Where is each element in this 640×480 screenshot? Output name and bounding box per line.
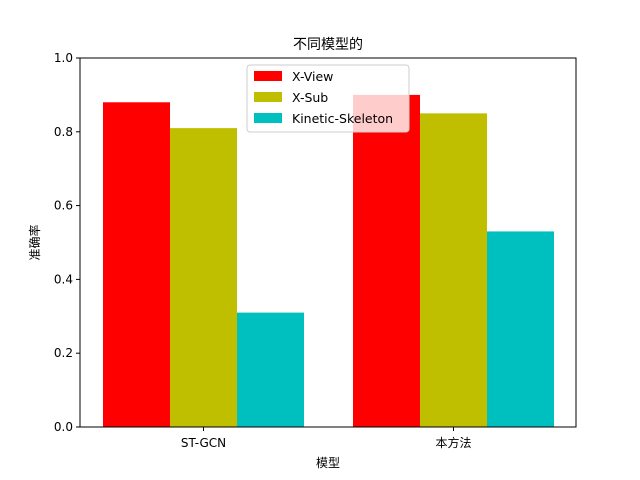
y-axis: 0.0 0.2 0.4 0.6 0.8 1.0 [54,51,80,434]
y-tick-label: 0.8 [54,125,73,139]
x-tick-label: 本方法 [435,435,471,450]
legend-label: X-View [292,69,333,84]
x-tick-label: ST-GCN [181,436,226,450]
legend-swatch [254,92,282,102]
bar-x-view-1 [353,94,420,428]
x-axis: ST-GCN 本方法 [181,427,472,450]
y-tick-label: 0.4 [54,272,73,286]
bar-kinetic-skeleton-0 [237,312,304,427]
y-tick-label: 1.0 [54,51,73,65]
y-tick-label: 0.6 [54,199,73,213]
bars-group [103,94,554,428]
y-tick-label: 0.0 [54,420,73,434]
legend-box [246,64,410,133]
y-axis-title: 准确率 [27,224,42,260]
bar-kinetic-skeleton-1 [487,231,554,427]
legend-swatch [254,113,282,123]
legend-label: X-Sub [292,90,328,105]
bar-x-view-0 [103,102,170,427]
chart-title: 不同模型的 [293,37,363,53]
bar-x-sub-0 [170,128,237,428]
plot-frame [79,57,577,428]
legend-label: Kinetic-Skeleton [292,111,393,126]
x-axis-title: 模型 [316,456,340,470]
legend: X-View X-Sub Kinetic-Skeleton [246,64,410,133]
bar-x-sub-1 [420,113,487,427]
y-tick-label: 0.2 [54,346,73,360]
legend-swatch [254,71,282,81]
